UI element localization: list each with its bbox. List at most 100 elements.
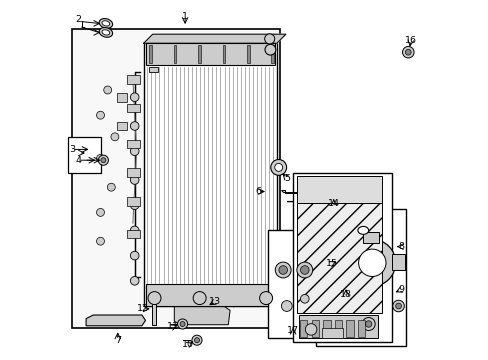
Circle shape	[362, 318, 374, 330]
Circle shape	[148, 292, 161, 305]
Text: 3: 3	[69, 145, 75, 154]
Bar	[145, 43, 275, 65]
Circle shape	[296, 262, 312, 278]
Bar	[300, 320, 307, 337]
Circle shape	[98, 155, 108, 165]
Text: 14: 14	[327, 199, 339, 208]
Circle shape	[101, 158, 106, 163]
Circle shape	[111, 133, 119, 141]
Bar	[267, 230, 320, 338]
Circle shape	[365, 321, 371, 327]
Circle shape	[177, 319, 187, 329]
Text: 10: 10	[181, 341, 193, 349]
Bar	[271, 45, 274, 63]
Ellipse shape	[102, 21, 109, 26]
Bar	[127, 168, 140, 177]
Circle shape	[259, 292, 272, 305]
Text: 6: 6	[255, 187, 261, 196]
Polygon shape	[174, 307, 230, 325]
Text: 8: 8	[397, 242, 403, 251]
Bar	[321, 328, 343, 338]
Circle shape	[130, 176, 139, 184]
Circle shape	[358, 249, 385, 276]
Circle shape	[402, 46, 413, 58]
Bar	[127, 140, 140, 148]
Bar	[72, 29, 280, 328]
Bar	[297, 203, 381, 313]
Bar	[298, 315, 377, 338]
Circle shape	[395, 303, 401, 309]
Bar	[173, 45, 176, 63]
Circle shape	[264, 34, 274, 44]
Circle shape	[192, 335, 202, 345]
Circle shape	[103, 86, 111, 94]
Text: 4: 4	[75, 156, 81, 165]
Circle shape	[130, 201, 139, 210]
Circle shape	[130, 251, 139, 260]
Bar	[127, 75, 140, 84]
Text: 12: 12	[137, 305, 149, 313]
Polygon shape	[86, 315, 145, 326]
Circle shape	[274, 163, 282, 171]
Circle shape	[130, 226, 139, 235]
Text: 13: 13	[208, 297, 221, 306]
Circle shape	[96, 208, 104, 216]
Text: 17: 17	[286, 326, 299, 335]
Circle shape	[107, 183, 115, 191]
Text: 7: 7	[115, 336, 121, 345]
Bar	[297, 176, 381, 203]
Bar	[316, 209, 406, 346]
Text: 9: 9	[397, 285, 403, 294]
Circle shape	[278, 266, 287, 274]
Circle shape	[281, 301, 292, 311]
Circle shape	[300, 294, 308, 303]
Bar	[292, 173, 391, 342]
Circle shape	[96, 237, 104, 245]
Bar	[357, 320, 365, 337]
Bar	[149, 45, 152, 63]
Bar	[127, 230, 140, 238]
Bar	[68, 137, 101, 173]
Ellipse shape	[357, 226, 368, 234]
Bar	[391, 254, 404, 270]
Circle shape	[300, 266, 308, 274]
Text: 2: 2	[75, 15, 81, 24]
Text: 18: 18	[339, 290, 351, 299]
Circle shape	[348, 239, 395, 286]
Circle shape	[130, 93, 139, 102]
Ellipse shape	[102, 30, 109, 35]
Polygon shape	[281, 187, 301, 193]
Ellipse shape	[99, 19, 112, 28]
Circle shape	[264, 44, 275, 55]
Bar	[222, 45, 225, 63]
Text: 5: 5	[284, 174, 289, 183]
Circle shape	[96, 154, 104, 162]
Bar	[311, 320, 318, 337]
Circle shape	[193, 292, 206, 305]
Text: 15: 15	[325, 259, 337, 268]
Bar	[334, 320, 342, 337]
Circle shape	[275, 262, 290, 278]
Bar	[117, 93, 127, 102]
Bar	[145, 284, 275, 306]
Polygon shape	[143, 34, 285, 43]
Bar	[149, 67, 158, 72]
Bar	[363, 232, 378, 243]
Text: 1: 1	[182, 12, 188, 21]
Circle shape	[180, 321, 185, 327]
Circle shape	[96, 111, 104, 119]
Bar	[323, 320, 330, 337]
Text: 16: 16	[404, 36, 416, 45]
Circle shape	[130, 147, 139, 156]
Circle shape	[392, 300, 404, 312]
Circle shape	[194, 338, 199, 343]
Circle shape	[130, 122, 139, 130]
Bar	[152, 304, 156, 325]
Text: 11: 11	[167, 323, 179, 331]
Circle shape	[305, 324, 316, 335]
Circle shape	[270, 159, 286, 175]
Bar	[198, 45, 201, 63]
Circle shape	[405, 49, 410, 55]
Bar	[246, 45, 249, 63]
Bar	[127, 197, 140, 206]
